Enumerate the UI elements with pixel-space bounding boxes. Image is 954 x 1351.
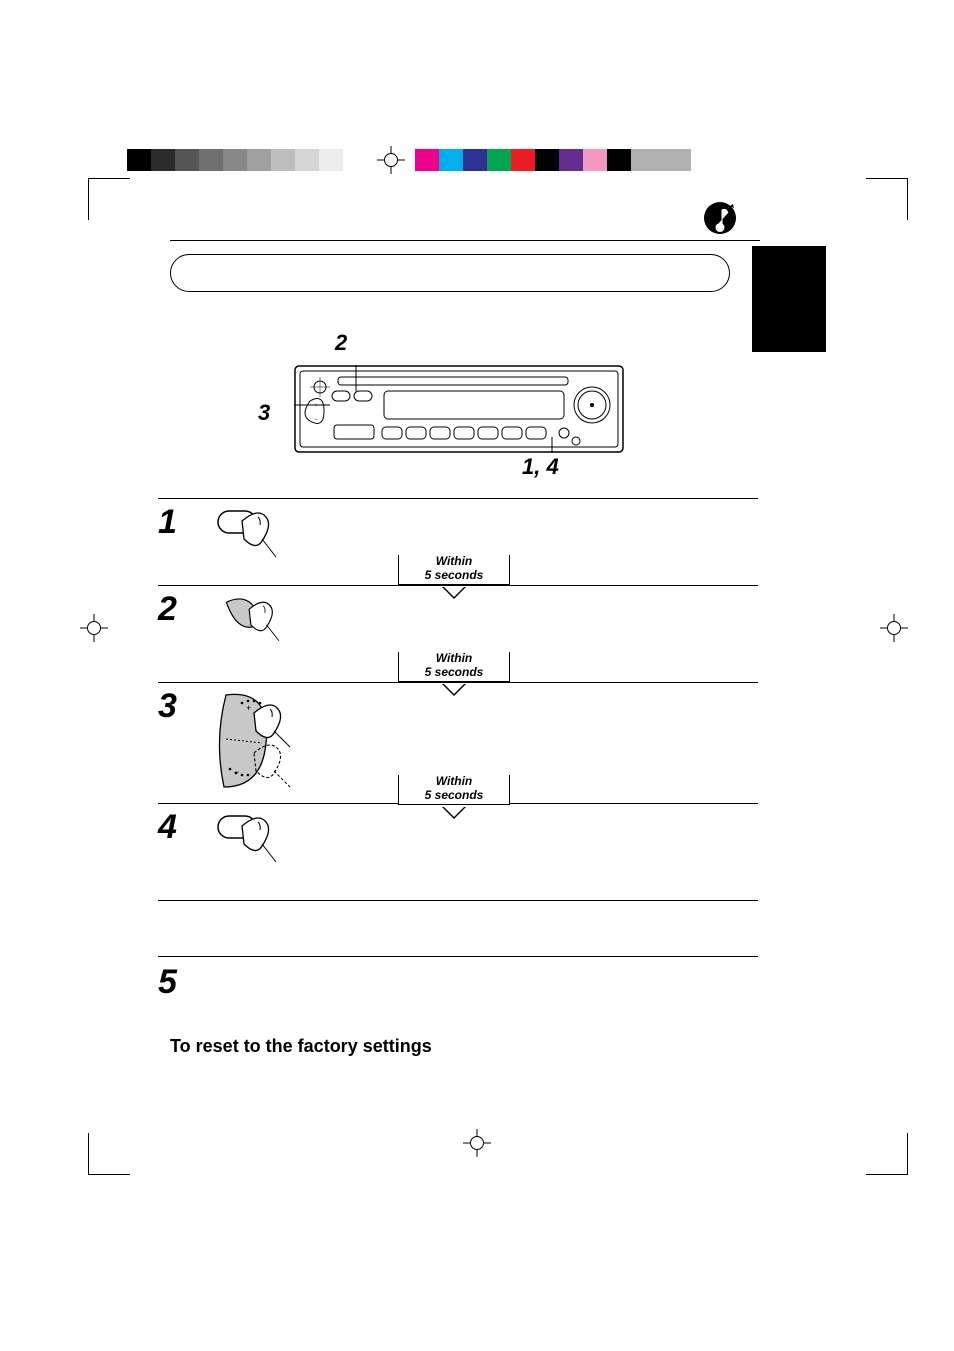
press-rocker-illustration: + − [212, 687, 322, 802]
side-tab [752, 246, 826, 352]
section-rule [158, 900, 758, 901]
crop-mark-icon [866, 1133, 908, 1175]
registration-mark-icon [80, 614, 108, 642]
within-label: Within 5 seconds [384, 775, 524, 803]
registration-mark-icon [463, 1129, 491, 1157]
step-number: 3 [158, 687, 212, 723]
svg-text:+: + [314, 403, 318, 409]
svg-text:−: − [314, 417, 318, 423]
callout-label: 2 [335, 330, 347, 356]
registration-mark-icon [377, 146, 405, 174]
crop-mark-icon [88, 178, 130, 220]
callout-label: 1, 4 [522, 454, 559, 480]
step-number: 5 [158, 957, 758, 1002]
crop-mark-icon [866, 178, 908, 220]
car-stereo-illustration: + − [294, 365, 624, 453]
step-row: 3 + − [158, 683, 758, 803]
within-label: Within 5 seconds [384, 555, 524, 583]
press-button-illustration [212, 808, 322, 883]
step-5-section: 5 [158, 956, 758, 1002]
reset-heading: To reset to the factory settings [170, 1036, 432, 1057]
section-rule [170, 240, 760, 241]
step-number: 4 [158, 808, 212, 844]
manual-page: 2 3 1, 4 + − [0, 0, 954, 1351]
music-note-icon [702, 200, 738, 236]
callout-label: 3 [258, 400, 270, 426]
calibration-bar [127, 145, 870, 175]
within-label: Within 5 seconds [384, 652, 524, 680]
greyscale-strip [127, 149, 367, 171]
registration-mark-icon [880, 614, 908, 642]
color-strip [415, 149, 691, 171]
steps-list: 1 Within 5 seconds 2 [158, 498, 758, 901]
step-row: 4 [158, 804, 758, 900]
step-row: 1 Within 5 seconds [158, 499, 758, 585]
crop-mark-icon [88, 1133, 130, 1175]
svg-text:+: + [246, 703, 251, 713]
step-row: 2 Within 5 seconds [158, 586, 758, 682]
step-number: 1 [158, 503, 212, 539]
press-button-illustration [212, 503, 322, 578]
title-box [170, 254, 730, 292]
press-button-illustration [212, 590, 322, 665]
step-number: 2 [158, 590, 212, 626]
